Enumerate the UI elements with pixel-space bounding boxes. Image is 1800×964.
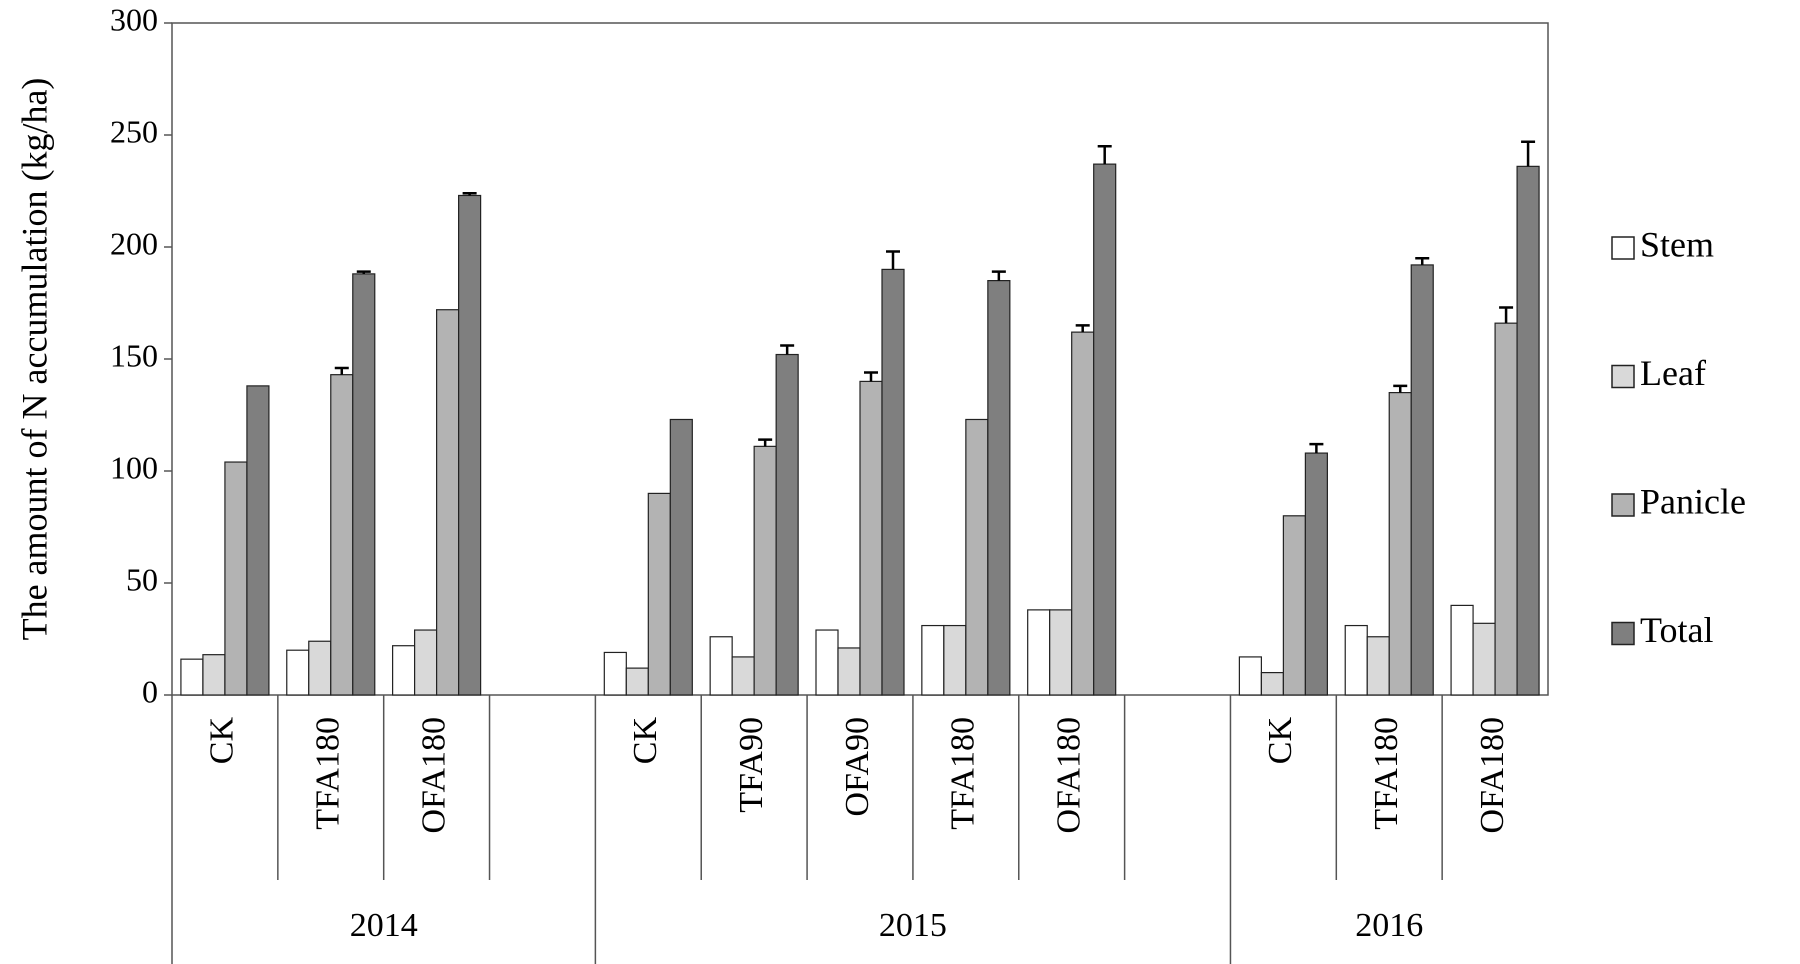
bar — [669, 418, 693, 696]
bar — [731, 656, 755, 696]
y-tick-label: 150 — [110, 337, 158, 373]
legend-label: Leaf — [1640, 353, 1706, 393]
bar — [392, 645, 416, 696]
bar — [458, 194, 482, 696]
legend-swatch — [1611, 236, 1635, 260]
bar — [180, 658, 204, 696]
bar — [1049, 609, 1073, 696]
y-tick-label: 200 — [110, 225, 158, 261]
y-tick-label: 250 — [110, 113, 158, 149]
error-bar — [1097, 144, 1112, 165]
x-tick-label: OFA180 — [1050, 717, 1087, 834]
bar — [1071, 331, 1095, 696]
bar — [224, 461, 248, 696]
legend-swatch — [1611, 621, 1635, 646]
bar — [921, 624, 945, 696]
bar — [1450, 604, 1474, 696]
bar — [330, 374, 354, 696]
bar — [709, 636, 733, 696]
bar — [1494, 322, 1518, 696]
y-tick-label: 100 — [110, 449, 158, 485]
error-bar — [1415, 256, 1430, 265]
x-tick-label: TFA180 — [310, 717, 347, 830]
bar — [1366, 636, 1390, 696]
bar — [815, 629, 839, 696]
error-bar — [356, 270, 371, 274]
y-axis-label: The amount of N accumulation (kg/ha) — [14, 78, 54, 641]
y-tick-label: 300 — [110, 1, 158, 37]
error-bar — [1075, 324, 1090, 333]
error-bar — [780, 344, 795, 355]
bar — [1282, 515, 1306, 696]
legend-swatch — [1611, 493, 1635, 517]
error-bar — [864, 371, 878, 382]
y-tick-label: 50 — [126, 561, 158, 597]
bar — [286, 649, 310, 696]
error-bar — [1309, 442, 1324, 454]
bar — [859, 380, 883, 696]
x-tick-label: TFA180 — [1368, 717, 1405, 830]
group-label: 2016 — [1355, 907, 1423, 944]
group-label: 2014 — [350, 907, 418, 944]
bar — [1027, 609, 1051, 696]
bar — [202, 654, 226, 696]
x-tick-label: TFA90 — [733, 717, 770, 813]
bar — [1093, 163, 1117, 696]
bar — [647, 492, 671, 696]
bar — [1410, 264, 1434, 696]
bar — [1472, 622, 1496, 696]
error-bar — [1499, 306, 1514, 324]
bar — [1260, 671, 1284, 696]
bar — [352, 273, 376, 696]
bar — [881, 268, 905, 696]
bar — [625, 667, 649, 696]
x-tick-label: CK — [1262, 717, 1299, 765]
error-bar — [886, 250, 900, 270]
bar — [965, 418, 989, 696]
x-tick-label: TFA180 — [945, 717, 982, 830]
bar — [987, 280, 1011, 696]
error-bar — [334, 366, 349, 375]
x-tick-label: OFA90 — [839, 717, 876, 817]
bar — [1388, 392, 1412, 696]
x-tick-label: OFA180 — [1474, 717, 1511, 834]
y-tick-label: 0 — [142, 673, 158, 709]
bar — [753, 445, 777, 696]
bar — [246, 385, 270, 696]
bar — [436, 309, 460, 696]
error-bar — [991, 270, 1006, 281]
legend-label: Stem — [1640, 224, 1714, 264]
legend-label: Total — [1640, 610, 1713, 650]
bar — [775, 353, 799, 696]
error-bar — [1393, 384, 1408, 393]
x-tick-label: CK — [204, 717, 241, 765]
bar — [414, 629, 438, 696]
error-bar — [462, 191, 477, 196]
bar — [603, 651, 627, 696]
bar — [837, 647, 861, 696]
bar — [1516, 165, 1540, 696]
error-bar — [1521, 140, 1536, 167]
legend-label: Panicle — [1640, 481, 1746, 521]
legend-swatch — [1611, 364, 1635, 389]
bar — [308, 640, 332, 696]
x-tick-label: CK — [627, 717, 664, 765]
bar — [1238, 656, 1262, 696]
error-bar — [758, 438, 773, 447]
bar — [943, 624, 967, 696]
group-label: 2015 — [879, 907, 947, 944]
bar — [1344, 624, 1368, 696]
x-tick-label: OFA180 — [415, 717, 452, 834]
bar — [1304, 452, 1328, 696]
